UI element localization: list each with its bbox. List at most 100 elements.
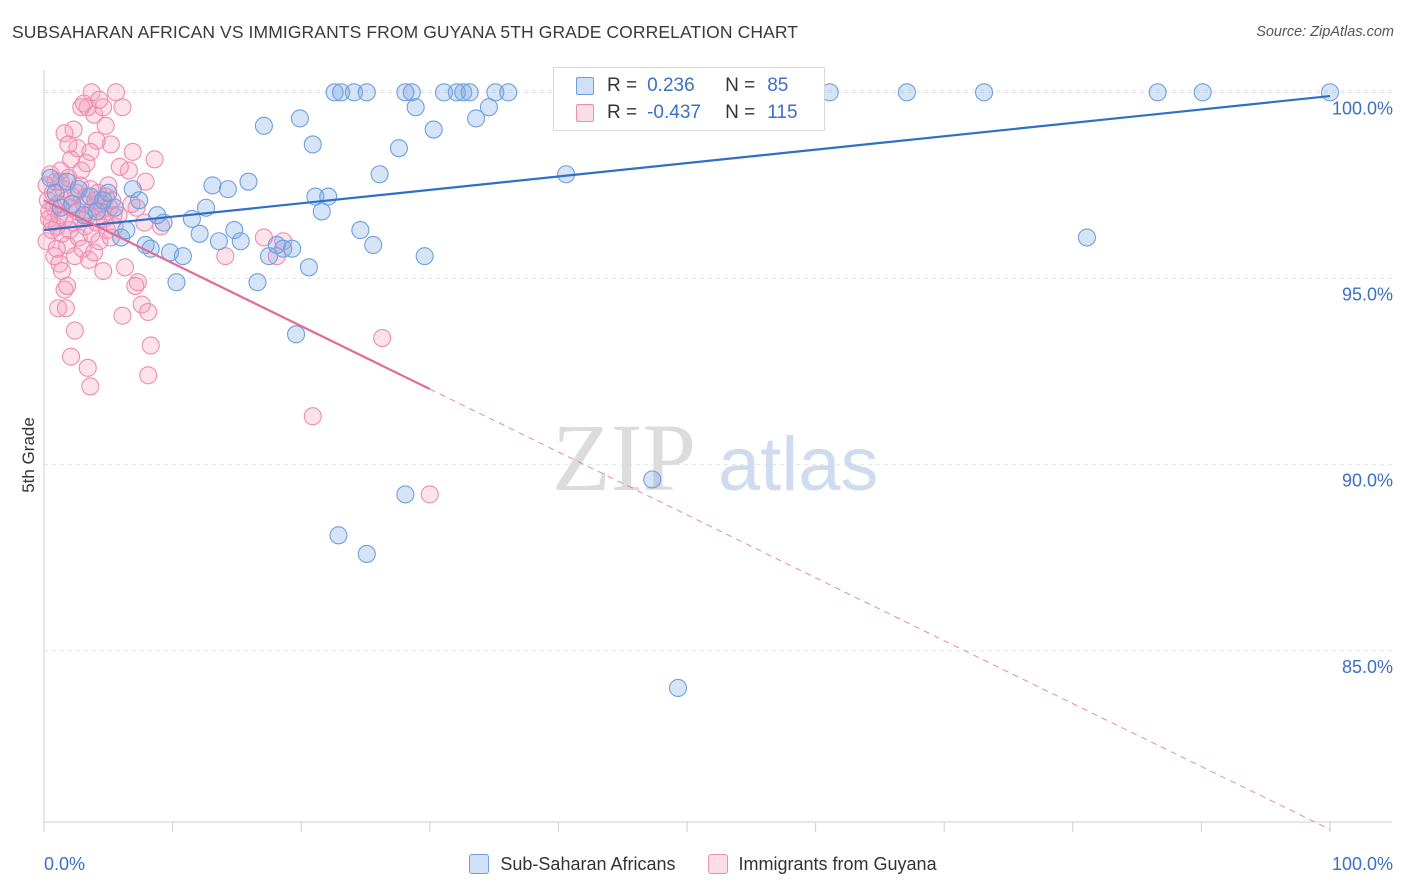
blue-point bbox=[99, 183, 118, 202]
blue-point bbox=[389, 139, 408, 158]
r-value-blue: 0.236 bbox=[647, 75, 695, 96]
pink-point bbox=[303, 407, 322, 426]
blue-point bbox=[117, 221, 136, 240]
blue-point bbox=[312, 202, 331, 221]
source-label: Source: ZipAtlas.com bbox=[1256, 24, 1394, 40]
pink-point bbox=[110, 157, 129, 176]
blue-point bbox=[415, 247, 434, 266]
blue-point bbox=[357, 544, 376, 564]
blue-point bbox=[231, 232, 250, 251]
pink-point bbox=[85, 243, 104, 262]
pink-point bbox=[94, 261, 113, 281]
pink-point bbox=[126, 276, 145, 295]
pink-point bbox=[49, 299, 68, 318]
series-name-blue: Sub-Saharan Africans bbox=[500, 853, 676, 874]
blue-point bbox=[406, 98, 425, 117]
pink-point bbox=[420, 485, 439, 504]
blue-point bbox=[434, 83, 453, 102]
blue-point bbox=[402, 83, 421, 102]
blue-point bbox=[396, 485, 415, 504]
pink-point bbox=[59, 135, 78, 154]
blue-point bbox=[332, 83, 351, 102]
blue-point bbox=[319, 187, 338, 206]
blue-point bbox=[254, 116, 273, 135]
series-legend-item-blue[interactable]: Sub-Saharan Africans bbox=[469, 853, 676, 875]
blue-point bbox=[447, 83, 466, 102]
blue-point bbox=[454, 83, 473, 102]
blue-point bbox=[643, 470, 662, 489]
points-layer bbox=[37, 83, 1340, 698]
pink-point bbox=[87, 131, 106, 150]
watermark-atlas: atlas bbox=[718, 422, 879, 507]
blue-point bbox=[897, 83, 916, 102]
pink-point bbox=[58, 276, 77, 295]
watermark-zip: ZIP bbox=[552, 404, 696, 511]
blue-point bbox=[325, 83, 344, 102]
trend-layer bbox=[43, 94, 1331, 830]
series-legend-item-pink[interactable]: Immigrants from Guyana bbox=[707, 854, 937, 875]
stats-legend-row-pink: R = -0.437 N = 115 bbox=[576, 101, 798, 125]
blue-point bbox=[299, 258, 318, 277]
blue-point bbox=[248, 273, 267, 292]
y-tick-label: 100.0% bbox=[1332, 98, 1393, 118]
n-label: N = bbox=[725, 102, 756, 123]
pink-point bbox=[74, 94, 93, 113]
pink-point bbox=[113, 306, 132, 325]
pink-point bbox=[113, 98, 132, 117]
pink-point bbox=[56, 299, 75, 318]
pink-point bbox=[90, 90, 109, 109]
x-tick-label-start: 0.0% bbox=[44, 854, 85, 874]
pink-point bbox=[81, 377, 100, 396]
blue-point bbox=[239, 172, 258, 191]
blue-point bbox=[1193, 83, 1212, 102]
pink-point bbox=[47, 239, 66, 258]
r-label: R = bbox=[607, 75, 638, 96]
n-value-blue: 85 bbox=[767, 75, 789, 96]
blue-point bbox=[975, 83, 994, 102]
blue-point bbox=[203, 176, 222, 195]
blue-point bbox=[105, 198, 124, 217]
blue-point bbox=[290, 109, 309, 128]
blue-point bbox=[370, 165, 389, 184]
series-legend: Sub-Saharan Africans Immigrants from Guy… bbox=[0, 852, 1406, 876]
y-tick-label: 95.0% bbox=[1342, 284, 1393, 304]
pink-point bbox=[50, 254, 69, 273]
blue-point bbox=[364, 235, 383, 255]
series-swatch-blue bbox=[469, 854, 490, 874]
y-tick-label: 85.0% bbox=[1342, 657, 1393, 677]
pink-point bbox=[139, 302, 158, 322]
pink-point bbox=[55, 124, 74, 143]
axis-layer bbox=[43, 70, 1392, 832]
blue-point bbox=[190, 224, 209, 243]
pink-point bbox=[61, 150, 81, 169]
pink-point bbox=[77, 154, 96, 173]
blue-point bbox=[287, 325, 306, 344]
blue-point bbox=[130, 191, 149, 210]
pink-point bbox=[73, 239, 92, 258]
blue-point bbox=[499, 83, 518, 102]
pink-point bbox=[37, 232, 56, 251]
watermark: ZIP atlas bbox=[552, 404, 879, 511]
blue-trend-line bbox=[43, 94, 1331, 232]
blue-point bbox=[460, 83, 479, 102]
pink-point bbox=[96, 116, 115, 135]
blue-point bbox=[486, 83, 505, 102]
pink-point bbox=[373, 328, 392, 348]
y-tick-label: 90.0% bbox=[1342, 471, 1393, 491]
labels-layer: 85.0% 90.0% 95.0% 100.0% 0.0% 100.0% 5th Grade bbox=[19, 98, 1393, 874]
blue-point bbox=[123, 180, 142, 199]
blue-point bbox=[218, 180, 237, 199]
n-label: N = bbox=[725, 75, 756, 96]
pink-point bbox=[216, 247, 235, 266]
n-value-pink: 115 bbox=[767, 102, 798, 123]
chart-title: SUBSAHARAN AFRICAN VS IMMIGRANTS FROM GU… bbox=[12, 22, 799, 42]
y-axis-label: 5th Grade bbox=[19, 417, 38, 493]
pink-point bbox=[65, 247, 84, 266]
blue-point bbox=[357, 83, 376, 102]
blue-point bbox=[351, 221, 370, 240]
r-value-pink: -0.437 bbox=[647, 102, 701, 123]
pink-point bbox=[65, 321, 84, 340]
blue-point bbox=[344, 83, 363, 102]
pink-trend-line bbox=[43, 199, 431, 391]
